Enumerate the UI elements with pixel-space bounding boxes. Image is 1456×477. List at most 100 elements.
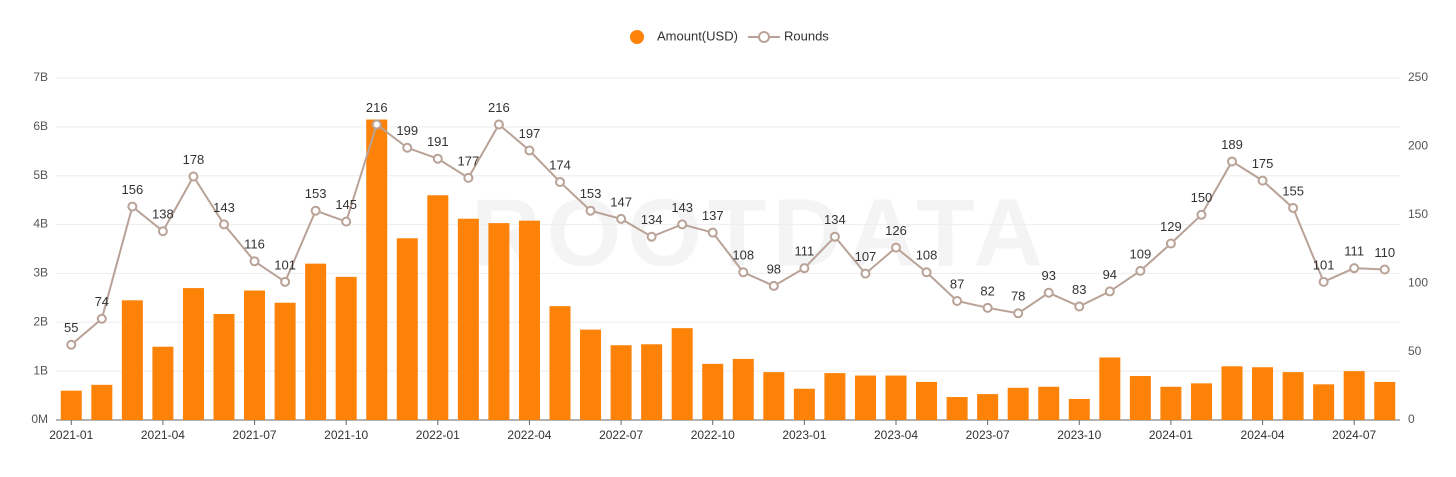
bar (1038, 386, 1060, 420)
x-tick-label: 2022-07 (599, 428, 643, 442)
x-tick-label: 2022-04 (507, 428, 551, 442)
bar (244, 290, 266, 420)
y-tick-label: 6B (33, 119, 48, 133)
bar (1282, 372, 1304, 420)
bar (1343, 371, 1365, 420)
data-label: 150 (1191, 190, 1213, 205)
y-tick-label: 3B (33, 266, 48, 280)
data-label: 107 (855, 249, 877, 264)
line-point (219, 219, 229, 230)
data-label: 74 (95, 294, 109, 309)
y2-tick-label: 150 (1408, 207, 1428, 221)
x-tick-label: 2023-04 (874, 428, 918, 442)
bar (580, 329, 602, 420)
data-label: 134 (641, 212, 663, 227)
x-tick-label: 2022-10 (691, 428, 735, 442)
data-label: 111 (794, 244, 814, 259)
line-point (1165, 238, 1176, 249)
data-label: 178 (183, 152, 205, 167)
line-point (768, 280, 779, 291)
data-label: 189 (1221, 137, 1243, 152)
data-label: 137 (702, 208, 724, 223)
y-tick-label: 2B (33, 314, 48, 328)
line-point (555, 176, 565, 187)
bar (671, 328, 693, 420)
line-point (188, 171, 199, 182)
line-point (493, 119, 504, 130)
bar (1099, 357, 1121, 420)
data-label: 216 (488, 100, 510, 115)
data-label: 126 (885, 223, 907, 238)
bar (1374, 381, 1396, 420)
data-label: 145 (335, 197, 357, 212)
line-point (1196, 209, 1207, 220)
line-point (646, 231, 657, 242)
line-point (1074, 301, 1085, 312)
data-label: 110 (1374, 245, 1395, 260)
data-label: 129 (1160, 219, 1182, 234)
line-point (677, 219, 688, 230)
data-label: 174 (549, 157, 571, 172)
line-point (66, 339, 77, 350)
line-point (738, 267, 749, 278)
data-label: 175 (1252, 156, 1274, 171)
bar (1129, 376, 1151, 420)
data-label: 78 (1011, 289, 1025, 304)
x-tick-label: 2023-10 (1057, 428, 1101, 442)
y2-tick-label: 200 (1408, 139, 1428, 153)
data-label: 143 (213, 200, 235, 215)
bar (91, 384, 113, 420)
data-label: 98 (767, 261, 781, 276)
bar (977, 394, 999, 420)
bar (793, 388, 815, 420)
data-label: 109 (1130, 246, 1152, 261)
y-tick-label: 4B (33, 217, 48, 231)
y2-tick-label: 250 (1408, 70, 1428, 84)
line-point (280, 276, 291, 287)
x-tick-label: 2024-04 (1241, 428, 1285, 442)
data-label: 153 (305, 186, 327, 201)
line-point (1135, 265, 1146, 276)
legend-marker (630, 30, 644, 44)
line-point (1288, 202, 1299, 213)
line-point (96, 313, 107, 324)
data-label: 156 (122, 182, 144, 197)
data-label: 108 (916, 248, 938, 263)
line-point (1043, 287, 1054, 298)
bar (396, 238, 418, 420)
line-point (249, 256, 260, 267)
data-label: 155 (1282, 183, 1304, 198)
y2-tick-label: 100 (1408, 275, 1428, 289)
bar (763, 372, 785, 420)
data-label: 138 (152, 207, 174, 222)
data-label: 191 (427, 134, 449, 149)
data-label: 108 (732, 248, 754, 263)
line-point (1227, 156, 1237, 167)
bar (335, 276, 357, 420)
data-label: 147 (610, 194, 632, 209)
data-label: 111 (1344, 244, 1364, 259)
bar (366, 119, 388, 421)
bar (457, 218, 479, 420)
data-label: 87 (950, 276, 964, 291)
watermark: ROOTDATA (471, 179, 1049, 286)
data-label: 216 (366, 100, 388, 115)
legend-marker (758, 31, 770, 43)
bar (1007, 387, 1029, 420)
line-point (829, 231, 840, 242)
y-tick-label: 1B (33, 363, 48, 377)
line-point (585, 205, 596, 216)
bar (732, 358, 754, 420)
bar (427, 195, 449, 420)
bar (916, 381, 938, 420)
data-label: 197 (519, 126, 541, 141)
legend-label: Rounds (784, 28, 829, 43)
x-tick-label: 2021-10 (324, 428, 368, 442)
y2-tick-label: 0 (1408, 412, 1415, 426)
line-point (799, 263, 810, 274)
x-tick-label: 2021-04 (141, 428, 185, 442)
bar (1160, 386, 1182, 420)
bar (854, 375, 876, 420)
bar (152, 346, 174, 420)
